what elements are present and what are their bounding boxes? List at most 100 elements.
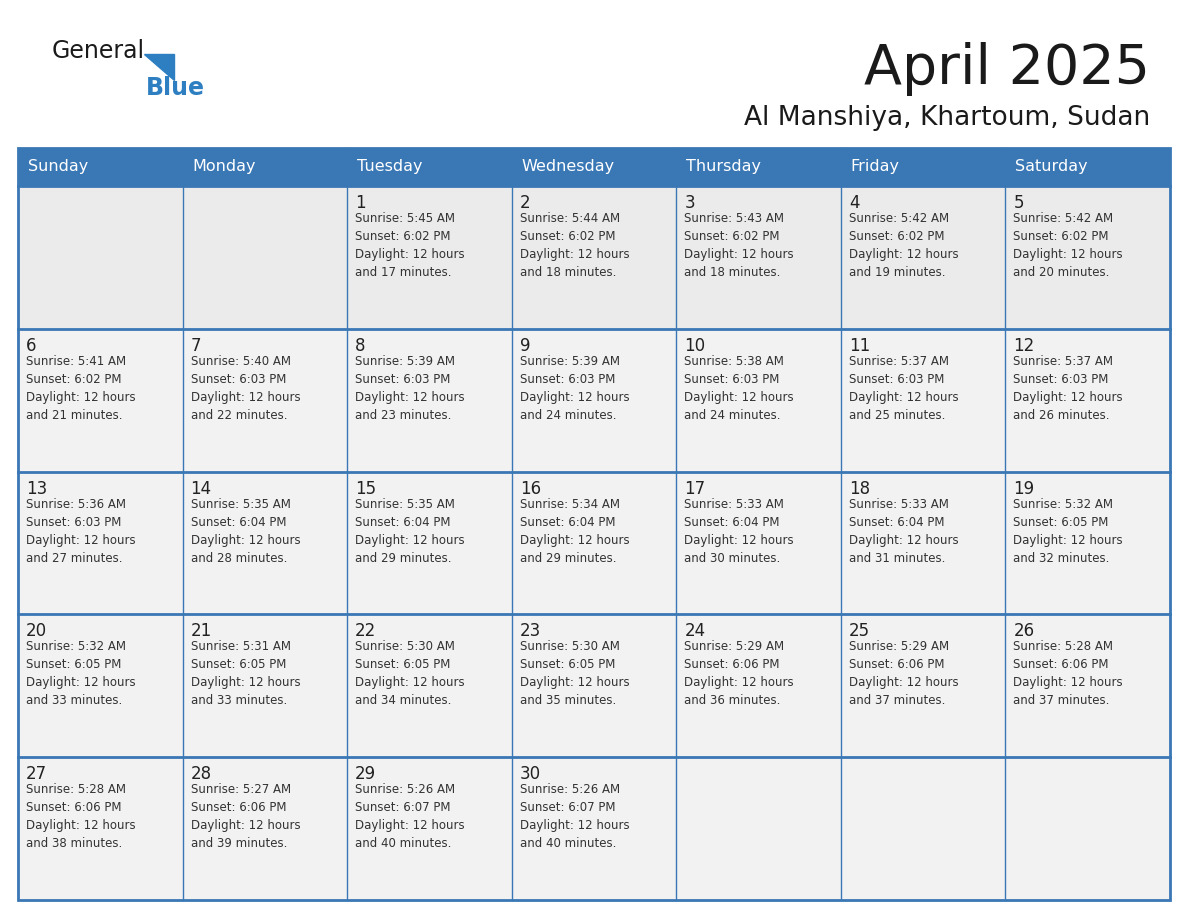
Text: Sunrise: 5:31 AM
Sunset: 6:05 PM
Daylight: 12 hours
and 33 minutes.: Sunrise: 5:31 AM Sunset: 6:05 PM Dayligh… (190, 641, 301, 708)
Text: Sunrise: 5:42 AM
Sunset: 6:02 PM
Daylight: 12 hours
and 20 minutes.: Sunrise: 5:42 AM Sunset: 6:02 PM Dayligh… (1013, 212, 1123, 279)
Text: Blue: Blue (146, 76, 206, 100)
Bar (1005, 329, 1170, 472)
Text: 18: 18 (849, 479, 870, 498)
Text: Sunrise: 5:35 AM
Sunset: 6:04 PM
Daylight: 12 hours
and 29 minutes.: Sunrise: 5:35 AM Sunset: 6:04 PM Dayligh… (355, 498, 465, 565)
Text: 28: 28 (190, 766, 211, 783)
Text: 13: 13 (26, 479, 48, 498)
Text: Sunrise: 5:45 AM
Sunset: 6:02 PM
Daylight: 12 hours
and 17 minutes.: Sunrise: 5:45 AM Sunset: 6:02 PM Dayligh… (355, 212, 465, 279)
Text: 17: 17 (684, 479, 706, 498)
Text: Sunrise: 5:29 AM
Sunset: 6:06 PM
Daylight: 12 hours
and 36 minutes.: Sunrise: 5:29 AM Sunset: 6:06 PM Dayligh… (684, 641, 794, 708)
Polygon shape (144, 54, 173, 80)
Bar (18, 329, 183, 472)
Text: Sunrise: 5:32 AM
Sunset: 6:05 PM
Daylight: 12 hours
and 32 minutes.: Sunrise: 5:32 AM Sunset: 6:05 PM Dayligh… (1013, 498, 1123, 565)
Bar (512, 472, 676, 614)
Bar (18, 614, 183, 757)
Bar (183, 614, 347, 757)
Bar (347, 186, 512, 329)
Text: Sunrise: 5:36 AM
Sunset: 6:03 PM
Daylight: 12 hours
and 27 minutes.: Sunrise: 5:36 AM Sunset: 6:03 PM Dayligh… (26, 498, 135, 565)
Bar (841, 148, 1005, 186)
Text: April 2025: April 2025 (864, 42, 1150, 96)
Bar (18, 148, 183, 186)
Bar (512, 614, 676, 757)
Bar (512, 757, 676, 900)
Text: Sunrise: 5:39 AM
Sunset: 6:03 PM
Daylight: 12 hours
and 23 minutes.: Sunrise: 5:39 AM Sunset: 6:03 PM Dayligh… (355, 354, 465, 421)
Text: Monday: Monday (192, 160, 257, 174)
Text: Sunrise: 5:43 AM
Sunset: 6:02 PM
Daylight: 12 hours
and 18 minutes.: Sunrise: 5:43 AM Sunset: 6:02 PM Dayligh… (684, 212, 794, 279)
Bar (347, 148, 512, 186)
Bar (841, 472, 1005, 614)
Text: Sunrise: 5:27 AM
Sunset: 6:06 PM
Daylight: 12 hours
and 39 minutes.: Sunrise: 5:27 AM Sunset: 6:06 PM Dayligh… (190, 783, 301, 850)
Bar (1005, 148, 1170, 186)
Bar (18, 757, 183, 900)
Bar (1005, 186, 1170, 329)
Text: 22: 22 (355, 622, 377, 641)
Bar (512, 186, 676, 329)
Text: Al Manshiya, Khartoum, Sudan: Al Manshiya, Khartoum, Sudan (744, 105, 1150, 131)
Bar (18, 186, 183, 329)
Bar (841, 757, 1005, 900)
Bar (841, 614, 1005, 757)
Text: Sunrise: 5:30 AM
Sunset: 6:05 PM
Daylight: 12 hours
and 34 minutes.: Sunrise: 5:30 AM Sunset: 6:05 PM Dayligh… (355, 641, 465, 708)
Text: 7: 7 (190, 337, 201, 354)
Text: 20: 20 (26, 622, 48, 641)
Bar (1005, 614, 1170, 757)
Text: Sunrise: 5:28 AM
Sunset: 6:06 PM
Daylight: 12 hours
and 38 minutes.: Sunrise: 5:28 AM Sunset: 6:06 PM Dayligh… (26, 783, 135, 850)
Bar (1005, 472, 1170, 614)
Bar (183, 472, 347, 614)
Text: 6: 6 (26, 337, 37, 354)
Text: 2: 2 (519, 194, 530, 212)
Text: Sunrise: 5:37 AM
Sunset: 6:03 PM
Daylight: 12 hours
and 25 minutes.: Sunrise: 5:37 AM Sunset: 6:03 PM Dayligh… (849, 354, 959, 421)
Text: Sunday: Sunday (29, 160, 88, 174)
Text: Sunrise: 5:32 AM
Sunset: 6:05 PM
Daylight: 12 hours
and 33 minutes.: Sunrise: 5:32 AM Sunset: 6:05 PM Dayligh… (26, 641, 135, 708)
Text: Sunrise: 5:29 AM
Sunset: 6:06 PM
Daylight: 12 hours
and 37 minutes.: Sunrise: 5:29 AM Sunset: 6:06 PM Dayligh… (849, 641, 959, 708)
Bar (676, 186, 841, 329)
Text: Sunrise: 5:26 AM
Sunset: 6:07 PM
Daylight: 12 hours
and 40 minutes.: Sunrise: 5:26 AM Sunset: 6:07 PM Dayligh… (355, 783, 465, 850)
Bar (183, 329, 347, 472)
Text: Sunrise: 5:42 AM
Sunset: 6:02 PM
Daylight: 12 hours
and 19 minutes.: Sunrise: 5:42 AM Sunset: 6:02 PM Dayligh… (849, 212, 959, 279)
Text: Sunrise: 5:30 AM
Sunset: 6:05 PM
Daylight: 12 hours
and 35 minutes.: Sunrise: 5:30 AM Sunset: 6:05 PM Dayligh… (519, 641, 630, 708)
Bar (676, 614, 841, 757)
Text: Sunrise: 5:26 AM
Sunset: 6:07 PM
Daylight: 12 hours
and 40 minutes.: Sunrise: 5:26 AM Sunset: 6:07 PM Dayligh… (519, 783, 630, 850)
Bar (1005, 757, 1170, 900)
Text: 16: 16 (519, 479, 541, 498)
Text: Wednesday: Wednesday (522, 160, 615, 174)
Bar (676, 757, 841, 900)
Text: 24: 24 (684, 622, 706, 641)
Text: 27: 27 (26, 766, 48, 783)
Text: Sunrise: 5:37 AM
Sunset: 6:03 PM
Daylight: 12 hours
and 26 minutes.: Sunrise: 5:37 AM Sunset: 6:03 PM Dayligh… (1013, 354, 1123, 421)
Text: Saturday: Saturday (1016, 160, 1088, 174)
Bar (512, 148, 676, 186)
Bar (347, 757, 512, 900)
Text: 14: 14 (190, 479, 211, 498)
Text: Sunrise: 5:34 AM
Sunset: 6:04 PM
Daylight: 12 hours
and 29 minutes.: Sunrise: 5:34 AM Sunset: 6:04 PM Dayligh… (519, 498, 630, 565)
Text: Friday: Friday (851, 160, 899, 174)
Text: 23: 23 (519, 622, 541, 641)
Text: 21: 21 (190, 622, 211, 641)
Text: 19: 19 (1013, 479, 1035, 498)
Bar (347, 614, 512, 757)
Text: 12: 12 (1013, 337, 1035, 354)
Text: 30: 30 (519, 766, 541, 783)
Text: 1: 1 (355, 194, 366, 212)
Bar (676, 148, 841, 186)
Bar (676, 329, 841, 472)
Text: 29: 29 (355, 766, 377, 783)
Text: Thursday: Thursday (687, 160, 762, 174)
Text: Sunrise: 5:39 AM
Sunset: 6:03 PM
Daylight: 12 hours
and 24 minutes.: Sunrise: 5:39 AM Sunset: 6:03 PM Dayligh… (519, 354, 630, 421)
Text: Sunrise: 5:40 AM
Sunset: 6:03 PM
Daylight: 12 hours
and 22 minutes.: Sunrise: 5:40 AM Sunset: 6:03 PM Dayligh… (190, 354, 301, 421)
Bar (841, 329, 1005, 472)
Bar (512, 329, 676, 472)
Text: Sunrise: 5:33 AM
Sunset: 6:04 PM
Daylight: 12 hours
and 31 minutes.: Sunrise: 5:33 AM Sunset: 6:04 PM Dayligh… (849, 498, 959, 565)
Text: 11: 11 (849, 337, 870, 354)
Bar (841, 186, 1005, 329)
Text: 4: 4 (849, 194, 859, 212)
Text: 26: 26 (1013, 622, 1035, 641)
Text: 25: 25 (849, 622, 870, 641)
Text: 15: 15 (355, 479, 377, 498)
Text: 5: 5 (1013, 194, 1024, 212)
Bar (347, 472, 512, 614)
Text: 3: 3 (684, 194, 695, 212)
Bar (183, 148, 347, 186)
Text: 10: 10 (684, 337, 706, 354)
Text: Sunrise: 5:35 AM
Sunset: 6:04 PM
Daylight: 12 hours
and 28 minutes.: Sunrise: 5:35 AM Sunset: 6:04 PM Dayligh… (190, 498, 301, 565)
